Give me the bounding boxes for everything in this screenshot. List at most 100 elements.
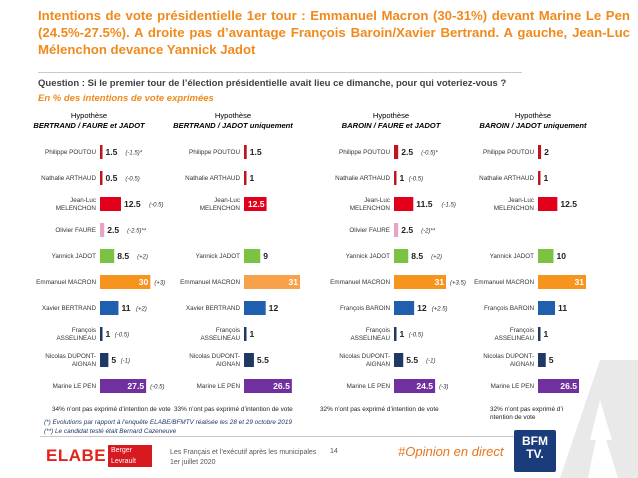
candidate-label: Marine LE PEN — [347, 383, 391, 390]
change-label: (-0.5)* — [421, 150, 438, 156]
candidate-label: Yannick JADOT — [52, 253, 96, 260]
candidate-label: Philippe POUTOU — [45, 149, 96, 156]
bar — [100, 301, 119, 315]
bar — [538, 275, 586, 289]
page-title: Intentions de vote présidentielle 1er to… — [38, 8, 630, 57]
candidate-label: Philippe POUTOU — [339, 149, 390, 156]
data-label: 30 — [139, 277, 149, 287]
bar — [100, 353, 109, 367]
bar — [100, 145, 103, 159]
change-label: (+2) — [137, 254, 148, 260]
bar — [538, 145, 542, 159]
logo-line: Berger — [111, 447, 133, 454]
data-label: 5 — [111, 355, 116, 365]
candidate-label: Emmanuel MACRON — [180, 279, 240, 286]
title-divider — [38, 72, 522, 73]
logo-line: Levrault — [111, 458, 136, 465]
footer-study-date: 1er juillet 2020 — [170, 458, 216, 466]
candidate-label: Nathalie ARTHAUD — [41, 175, 96, 182]
data-label: 8.5 — [411, 251, 423, 261]
berger-levrault-logo: Berger Levrault — [108, 445, 152, 467]
change-label: (-0.5) — [115, 332, 129, 338]
data-label: 12 — [417, 303, 427, 313]
data-label: 1 — [544, 173, 549, 183]
change-label: (-0.5) — [125, 176, 139, 182]
data-label: 1 — [400, 329, 405, 339]
bar — [538, 197, 558, 211]
footnote-candidate: (**) Le candidat testé était Bernard Caz… — [44, 428, 177, 435]
bar — [394, 223, 399, 237]
data-label: 27.5 — [127, 381, 144, 391]
candidate-label: François ASSELINEAU — [350, 327, 390, 342]
abstention-note: 34% n’ont pas exprimé d’intention de vot… — [52, 406, 171, 413]
candidate-label: Yannick JADOT — [346, 253, 390, 260]
data-label: 8.5 — [117, 251, 129, 261]
panel-heading-4: Hypothèse BAROIN / JADOT uniquement — [458, 111, 608, 131]
bar — [244, 275, 300, 289]
footnote-evolution: (*) Evolutions par rapport à l’enquête E… — [44, 419, 292, 426]
data-label: 10 — [556, 251, 566, 261]
candidate-label: Jean-Luc MELENCHON — [350, 197, 391, 212]
candidate-label: Marine LE PEN — [491, 383, 535, 390]
candidate-label: Nicolas DUPONT-AIGNAN — [483, 353, 534, 368]
bar — [394, 197, 414, 211]
candidate-label: Emmanuel MACRON — [474, 279, 534, 286]
change-label: (-1.5)* — [125, 150, 142, 156]
candidate-label: François BAROIN — [484, 305, 534, 312]
change-label: (-0.5) — [150, 384, 164, 390]
panel-heading-3: Hypothèse BAROIN / FAURE et JADOT — [316, 111, 466, 131]
data-label: 1 — [250, 329, 255, 339]
candidate-label: Emmanuel MACRON — [330, 279, 390, 286]
data-label: 12.5 — [248, 199, 265, 209]
candidate-label: François ASSELINEAU — [494, 327, 534, 342]
data-label: 5.5 — [257, 355, 269, 365]
bar — [538, 249, 554, 263]
candidate-label: Marine LE PEN — [53, 383, 97, 390]
data-label: 9 — [263, 251, 268, 261]
bar — [394, 145, 399, 159]
panel-heading-scenario: BAROIN / FAURE et JADOT — [341, 120, 441, 130]
candidate-label: Nicolas DUPONT-AIGNAN — [45, 353, 96, 368]
data-label: 1 — [106, 329, 111, 339]
data-label: 12.5 — [124, 199, 141, 209]
panel-heading-label: Hypothèse — [372, 111, 410, 120]
data-label: 31 — [288, 277, 298, 287]
bar — [244, 197, 267, 211]
bar — [538, 301, 556, 315]
data-label: 0.5 — [106, 173, 118, 183]
data-label: 2.5 — [401, 225, 413, 235]
panel-heading-label: Hypothèse — [214, 111, 252, 120]
change-label: (-1) — [426, 358, 435, 364]
change-label: (-2)** — [421, 228, 436, 234]
bar — [100, 379, 147, 393]
data-label: 2 — [544, 147, 549, 157]
candidate-label: Jean-Luc MELENCHON — [200, 197, 241, 212]
panel-heading-scenario: BAROIN / JADOT uniquement — [479, 120, 587, 130]
bar — [538, 353, 546, 367]
panel-heading-2: Hypothèse BERTRAND / JADOT uniquement — [158, 111, 308, 131]
bar — [394, 171, 397, 185]
data-label: 11 — [558, 303, 567, 313]
change-label: (-2.5)** — [127, 228, 147, 234]
candidate-label: Jean-Luc MELENCHON — [494, 197, 535, 212]
footer-study-title: Les Français et l’exécutif après les mun… — [170, 449, 317, 456]
candidate-label: Jean-Luc MELENCHON — [56, 197, 97, 212]
bar — [244, 145, 247, 159]
data-label: 1.5 — [106, 147, 118, 157]
page-number: 14 — [330, 448, 338, 455]
footer-divider — [40, 436, 538, 437]
panel-heading-label: Hypothèse — [514, 111, 552, 120]
candidate-label: Xavier BERTRAND — [186, 305, 241, 312]
data-label: 24.5 — [416, 381, 433, 391]
decorative-a-shape — [560, 360, 638, 478]
candidate-label: Nicolas DUPONT-AIGNAN — [339, 353, 390, 368]
change-label: (+2) — [136, 306, 147, 312]
bar — [244, 171, 247, 185]
data-label: 26.5 — [273, 381, 290, 391]
panel-heading-1: Hypothèse BERTRAND / FAURE et JADOT — [14, 111, 164, 131]
data-label: 11 — [121, 303, 130, 313]
bar — [394, 275, 446, 289]
data-label: 31 — [574, 277, 584, 287]
panel-heading-scenario: BERTRAND / FAURE et JADOT — [33, 120, 145, 130]
